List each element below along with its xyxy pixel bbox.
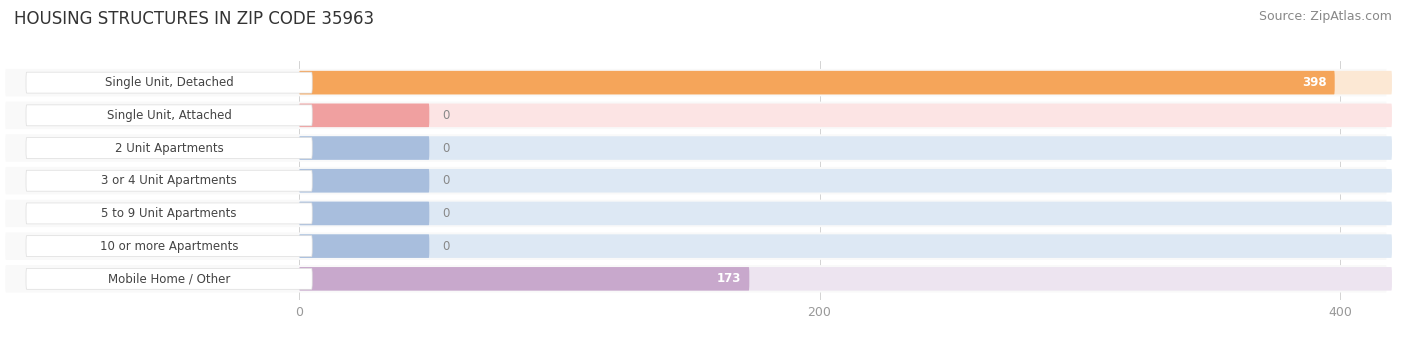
FancyBboxPatch shape [6, 233, 1386, 260]
Text: 173: 173 [717, 272, 741, 285]
FancyBboxPatch shape [299, 202, 429, 225]
FancyBboxPatch shape [299, 169, 429, 193]
Text: 2 Unit Apartments: 2 Unit Apartments [115, 142, 224, 154]
Text: Single Unit, Attached: Single Unit, Attached [107, 109, 232, 122]
FancyBboxPatch shape [299, 136, 1392, 160]
FancyBboxPatch shape [299, 202, 1392, 225]
FancyBboxPatch shape [27, 105, 312, 126]
Text: 398: 398 [1302, 76, 1327, 89]
Text: 0: 0 [443, 109, 450, 122]
FancyBboxPatch shape [27, 268, 312, 289]
FancyBboxPatch shape [6, 69, 1386, 97]
Text: 5 to 9 Unit Apartments: 5 to 9 Unit Apartments [101, 207, 236, 220]
FancyBboxPatch shape [299, 267, 749, 291]
FancyBboxPatch shape [299, 234, 429, 258]
Text: 0: 0 [443, 174, 450, 187]
FancyBboxPatch shape [6, 102, 1386, 129]
FancyBboxPatch shape [299, 71, 1334, 94]
FancyBboxPatch shape [6, 200, 1386, 227]
Text: Source: ZipAtlas.com: Source: ZipAtlas.com [1258, 10, 1392, 23]
FancyBboxPatch shape [27, 170, 312, 191]
FancyBboxPatch shape [6, 134, 1386, 162]
Text: 3 or 4 Unit Apartments: 3 or 4 Unit Apartments [101, 174, 238, 187]
Text: HOUSING STRUCTURES IN ZIP CODE 35963: HOUSING STRUCTURES IN ZIP CODE 35963 [14, 10, 374, 28]
Text: 0: 0 [443, 240, 450, 253]
FancyBboxPatch shape [299, 234, 1392, 258]
FancyBboxPatch shape [299, 267, 1392, 291]
FancyBboxPatch shape [27, 203, 312, 224]
Text: Single Unit, Detached: Single Unit, Detached [104, 76, 233, 89]
FancyBboxPatch shape [299, 136, 429, 160]
FancyBboxPatch shape [27, 72, 312, 93]
Text: 0: 0 [443, 207, 450, 220]
FancyBboxPatch shape [27, 236, 312, 256]
FancyBboxPatch shape [299, 71, 1392, 94]
FancyBboxPatch shape [299, 104, 1392, 127]
FancyBboxPatch shape [6, 167, 1386, 194]
Text: 0: 0 [443, 142, 450, 154]
Text: 10 or more Apartments: 10 or more Apartments [100, 240, 239, 253]
FancyBboxPatch shape [299, 169, 1392, 193]
FancyBboxPatch shape [299, 104, 429, 127]
FancyBboxPatch shape [27, 137, 312, 159]
Text: Mobile Home / Other: Mobile Home / Other [108, 272, 231, 285]
FancyBboxPatch shape [6, 265, 1386, 293]
